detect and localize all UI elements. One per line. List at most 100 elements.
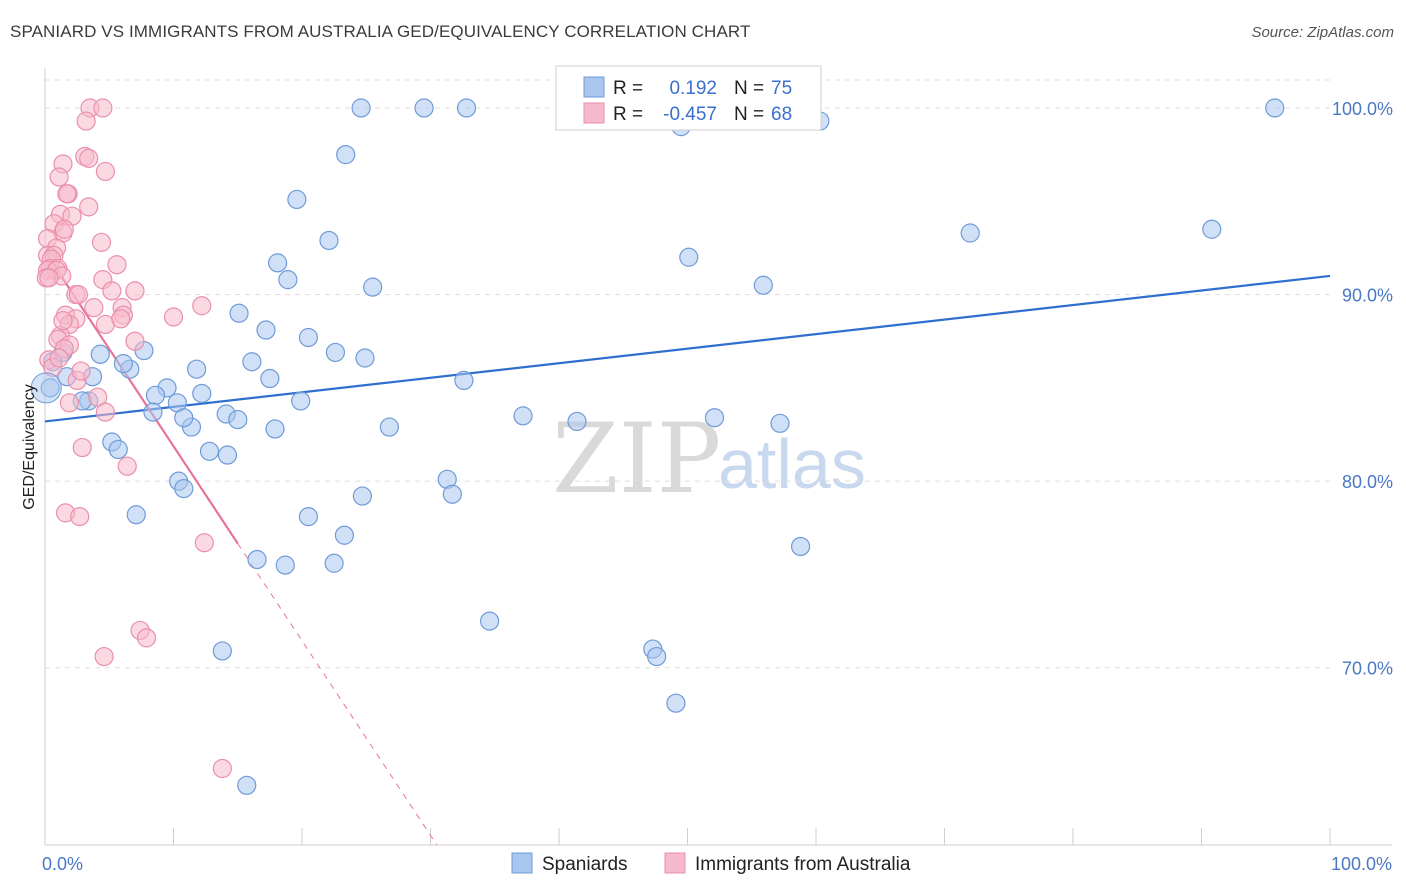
- australia-point: [93, 98, 113, 118]
- spaniard-point: [145, 385, 166, 405]
- y-tick-label: 100.0%: [1332, 99, 1393, 119]
- legend-swatch-australia-bottom: [664, 852, 686, 874]
- spaniard-point: [90, 344, 110, 364]
- spaniard-point: [960, 223, 980, 243]
- spaniard-point: [143, 402, 163, 422]
- legend-r-label-1: R =: [613, 78, 643, 99]
- australia-point: [59, 393, 80, 413]
- series-legend: Spaniards Immigrants from Australia: [511, 852, 911, 875]
- australia-point: [163, 307, 184, 327]
- spaniard-point: [291, 391, 311, 411]
- legend-swatch-australia: [583, 102, 605, 124]
- spaniard-point: [319, 230, 339, 251]
- australia-point: [117, 456, 137, 476]
- spaniard-point: [770, 413, 790, 433]
- australia-point: [88, 387, 108, 407]
- australia-point: [111, 309, 131, 329]
- spaniard-point: [265, 419, 285, 439]
- spaniard-point: [442, 484, 462, 504]
- spaniard-point: [704, 408, 725, 428]
- y-tick-label: 90.0%: [1342, 286, 1393, 306]
- spaniard-point: [267, 253, 288, 273]
- spaniard-point: [325, 342, 346, 363]
- x-tick-label-max: 100.0%: [1331, 854, 1392, 874]
- australia-point: [49, 167, 69, 187]
- australia-point: [54, 219, 74, 239]
- spaniard-point: [298, 327, 319, 348]
- spaniard-point-large: [30, 372, 62, 404]
- spaniard-point: [334, 525, 355, 545]
- spaniard-point: [237, 775, 257, 795]
- legend-r-label-2: R =: [613, 104, 643, 125]
- spaniard-point: [242, 352, 262, 372]
- legend-r-value-2: -0.457: [663, 104, 717, 125]
- australia-point: [72, 437, 92, 458]
- spaniard-point: [454, 370, 474, 391]
- spaniard-point: [287, 189, 307, 210]
- legend-n-label-1: N =: [734, 78, 764, 99]
- australia-point: [79, 148, 99, 168]
- legend-label-australia: Immigrants from Australia: [695, 854, 911, 875]
- australia-point: [79, 197, 99, 217]
- australia-point: [91, 232, 112, 252]
- grid-lines: 70.0% 80.0% 90.0% 100.0%: [45, 79, 1393, 679]
- spaniard-point: [187, 359, 207, 379]
- x-tick-label-min: 0.0%: [42, 854, 83, 874]
- spaniard-point: [212, 641, 232, 661]
- spaniard-point: [199, 441, 220, 461]
- australia-point: [95, 402, 115, 422]
- spaniard-point: [108, 439, 128, 460]
- spaniard-point: [414, 98, 434, 118]
- spaniard-point: [174, 479, 194, 499]
- legend-swatch-spaniards-bottom: [511, 852, 533, 874]
- correlation-legend: R = 0.192 N = 75 R = -0.457 N = 68: [555, 65, 822, 131]
- spaniard-point: [1265, 98, 1285, 118]
- spaniard-point: [217, 445, 238, 465]
- spaniard-point: [174, 408, 194, 428]
- spaniard-point: [324, 553, 344, 573]
- y-tick-label: 80.0%: [1342, 472, 1393, 492]
- spaniard-point: [480, 611, 500, 631]
- australia-point: [53, 311, 73, 331]
- australia-point: [107, 255, 127, 275]
- spaniard-trend-line: [44, 274, 1331, 423]
- legend-swatch-spaniards: [583, 76, 605, 98]
- spaniard-point: [513, 406, 533, 426]
- watermark-atlas: atlas: [718, 425, 866, 503]
- australia-point: [212, 758, 232, 779]
- australia-point: [125, 331, 145, 351]
- spaniard-point: [753, 275, 773, 295]
- spaniard-point: [666, 693, 686, 713]
- australia-point: [57, 184, 77, 204]
- australia-point: [102, 281, 122, 301]
- spaniard-point: [256, 320, 276, 340]
- spaniard-point: [1202, 219, 1222, 239]
- spaniard-point: [126, 505, 146, 525]
- australia-point: [125, 281, 145, 301]
- spaniard-point: [113, 354, 133, 374]
- spaniard-point: [298, 507, 319, 527]
- spaniard-point: [229, 303, 249, 323]
- australia-point: [70, 507, 90, 527]
- spaniard-point: [351, 98, 371, 118]
- spaniard-point: [260, 368, 280, 389]
- australia-point: [68, 284, 89, 305]
- y-axis-title: GED/Equivalency: [21, 384, 38, 509]
- y-tick-label: 70.0%: [1342, 659, 1393, 679]
- australia-point: [39, 268, 59, 288]
- spaniard-point: [278, 270, 298, 290]
- legend-r-value-1: 0.192: [669, 78, 717, 99]
- australia-point: [192, 296, 212, 316]
- spaniard-point: [247, 549, 267, 570]
- trend-lines: [44, 251, 1331, 846]
- spaniard-point: [192, 383, 212, 404]
- spaniard-point: [567, 411, 587, 432]
- spaniard-point: [790, 536, 811, 557]
- legend-n-value-2: 68: [771, 104, 792, 125]
- australia-trend-line-extrapolated: [237, 543, 438, 846]
- spaniard-point: [275, 555, 295, 575]
- australia-point: [136, 628, 157, 648]
- chart-title: SPANIARD VS IMMIGRANTS FROM AUSTRALIA GE…: [10, 22, 751, 41]
- data-points: [30, 98, 1285, 795]
